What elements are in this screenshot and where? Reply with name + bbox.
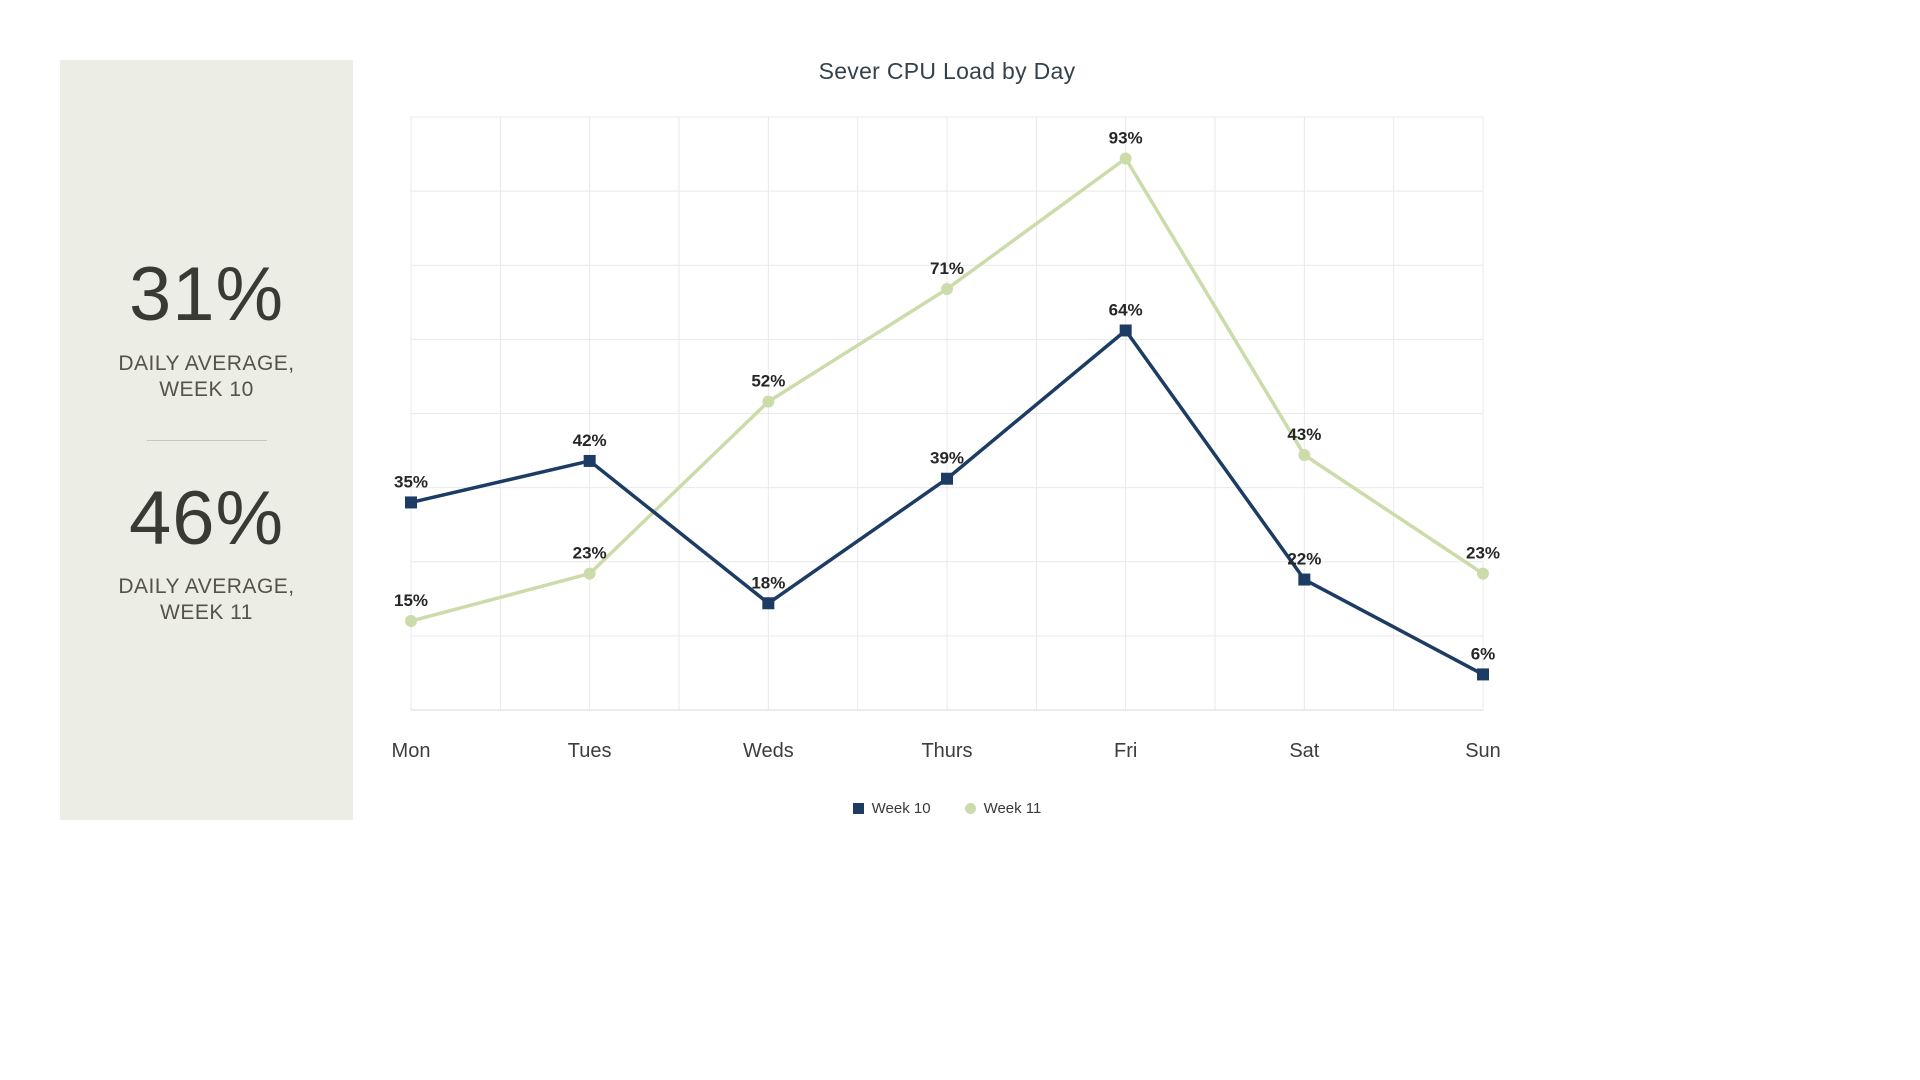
stat-week10-label: DAILY AVERAGE, WEEK 10	[118, 352, 295, 402]
data-label: 39%	[930, 449, 964, 468]
data-label: 42%	[573, 431, 607, 450]
stat-week10-value: 31%	[128, 252, 285, 338]
data-label: 43%	[1287, 425, 1321, 444]
legend-label: Week 10	[871, 800, 931, 817]
data-label: 23%	[573, 544, 607, 563]
stat-week11: 46% DAILY AVERAGE, WEEK 11	[118, 475, 295, 627]
data-label: 93%	[1109, 129, 1143, 148]
data-label: 35%	[394, 472, 428, 491]
data-label: 52%	[751, 372, 785, 391]
legend-swatch-icon	[964, 803, 976, 814]
stat-week10: 31% DAILY AVERAGE, WEEK 10	[118, 253, 294, 403]
chart-legend: Week 10 Week 11	[411, 800, 1483, 817]
legend-label: Week 11	[983, 800, 1042, 817]
stat-week11-value: 46%	[128, 475, 285, 561]
legend-swatch-icon	[852, 803, 864, 814]
stat-week11-label: DAILY AVERAGE, WEEK 11	[118, 575, 295, 625]
chart-svg: 35% 42% 18% 39% 64% 22% 6% 15% 23% 52% 71% 93% 43% 23…	[392, 116, 1501, 762]
data-label: 6%	[1471, 644, 1496, 663]
data-label: 22%	[1287, 550, 1321, 569]
x-axis-label: Tues	[568, 740, 612, 762]
data-label: 18%	[751, 573, 785, 592]
data-label: 64%	[1109, 300, 1143, 319]
x-axis-label: Thurs	[921, 740, 972, 762]
x-axis-label: Fri	[1114, 740, 1137, 762]
line-chart: 35% 42% 18% 39% 64% 22% 6% 15% 23% 52% 71% 93% 43% 23…	[392, 116, 1501, 777]
data-label: 23%	[1466, 544, 1500, 563]
x-axis-label: Weds	[743, 740, 794, 762]
stat-panel: 31% DAILY AVERAGE, WEEK 10 46% DAILY AVE…	[60, 60, 353, 820]
legend-item-week-11: Week 11	[964, 800, 1042, 817]
x-axis-label: Sat	[1289, 740, 1319, 762]
legend-item-week-10: Week 10	[852, 800, 931, 817]
data-label: 15%	[394, 591, 428, 610]
stat-divider	[146, 439, 267, 441]
x-axis-label: Sun	[1465, 740, 1501, 762]
chart-title: Sever CPU Load by Day	[818, 58, 1076, 84]
data-label: 71%	[930, 259, 964, 278]
x-axis-label: Mon	[392, 740, 431, 762]
